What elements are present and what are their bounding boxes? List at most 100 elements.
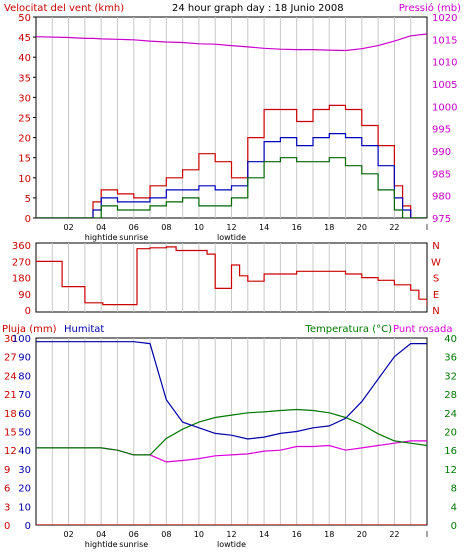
compass-label: E xyxy=(433,290,439,301)
temperature-tick-label: 16 xyxy=(444,446,457,457)
hour-tick-label: 10 xyxy=(194,223,204,232)
pressure-tick-label: 1020 xyxy=(432,13,457,24)
rain-tick-label: 0 xyxy=(4,521,10,532)
hour-tick-label: 22 xyxy=(389,223,399,232)
rain-axis-title: Pluja (mm) xyxy=(2,324,57,335)
humidity-tick-label: 20 xyxy=(18,484,31,495)
rain-tick-label: 24 xyxy=(4,371,17,382)
pressure-tick-label: 1010 xyxy=(432,58,457,69)
hour-tick-label: 10 xyxy=(194,530,204,539)
pressure-tick-label: 975 xyxy=(432,214,451,225)
hour-tick-label: 14 xyxy=(259,530,269,539)
humidity-tick-label: 100 xyxy=(12,334,31,345)
pressure-tick-label: 1015 xyxy=(432,35,457,46)
direction-tick-label: 0 xyxy=(25,306,31,317)
tide-sun-note-label: sunrise xyxy=(119,233,148,242)
hour-tick-label: 02 xyxy=(63,530,73,539)
rain-tick-label: 6 xyxy=(4,484,10,495)
hour-tick-label: 02 xyxy=(63,223,73,232)
rain-tick-label: 27 xyxy=(4,353,17,364)
temperature-series-line xyxy=(36,408,427,456)
temperature-tick-label: 8 xyxy=(451,484,457,495)
pressure-series-line xyxy=(36,33,427,52)
wind-speed-tick-label: 35 xyxy=(18,73,31,84)
wind-speed-tick-label: 30 xyxy=(18,93,31,104)
wind-speed-tick-label: 0 xyxy=(25,214,31,225)
temperature-tick-label: 28 xyxy=(444,390,457,401)
rain-tick-label: 21 xyxy=(4,390,17,401)
temperature-tick-label: 24 xyxy=(444,409,457,420)
direction-tick-label: 270 xyxy=(12,257,31,268)
hour-tick-end-mark: l xyxy=(426,530,428,539)
hour-tick-label: 20 xyxy=(357,223,367,232)
pressure-tick-label: 980 xyxy=(432,192,451,203)
compass-label: N xyxy=(432,306,439,317)
direction-tick-label: 180 xyxy=(12,274,31,285)
wind-average-series-line xyxy=(36,133,427,218)
rain-tick-label: 30 xyxy=(4,334,17,345)
hour-tick-label: 12 xyxy=(226,530,236,539)
hour-tick-label: 08 xyxy=(161,530,171,539)
pressure-tick-label: 985 xyxy=(432,169,451,180)
temperature-tick-label: 12 xyxy=(444,465,457,476)
humidity-tick-label: 10 xyxy=(18,502,31,513)
wind-speed-tick-label: 25 xyxy=(18,114,31,125)
tide-sun-note-label: lowtide xyxy=(217,540,246,549)
humidity-series-line xyxy=(36,341,427,440)
hour-tick-label: 08 xyxy=(161,223,171,232)
temperature-tick-label: 0 xyxy=(451,521,457,532)
pressure-tick-label: 995 xyxy=(432,125,451,136)
pressure-axis-title: Pressió (mb) xyxy=(399,2,461,14)
chart-title: 24 hour graph day : 18 Junio 2008 xyxy=(172,3,344,14)
wind-speed-axis-title: Velocitat del vent (kmh) xyxy=(4,3,124,14)
compass-label: N xyxy=(432,241,439,252)
tide-sun-note-label: sunrise xyxy=(119,540,148,549)
temperature-tick-label: 36 xyxy=(444,353,457,364)
compass-label: S xyxy=(433,274,439,285)
humidity-tick-label: 40 xyxy=(18,446,31,457)
hour-tick-label: 04 xyxy=(96,223,106,232)
wind-speed-tick-label: 40 xyxy=(18,53,31,64)
hour-tick-label: 20 xyxy=(357,530,367,539)
pressure-tick-label: 1005 xyxy=(432,80,457,91)
humidity-tick-label: 90 xyxy=(18,353,31,364)
rain-tick-label: 12 xyxy=(4,446,17,457)
rain-tick-label: 18 xyxy=(4,409,17,420)
wind-speed-tick-label: 45 xyxy=(18,33,31,44)
hour-tick-label: 18 xyxy=(324,223,334,232)
tide-sun-note-label: lowtide xyxy=(217,233,246,242)
rain-tick-label: 3 xyxy=(4,502,10,513)
humidity-tick-label: 60 xyxy=(18,409,31,420)
hour-tick-label: 04 xyxy=(96,530,106,539)
compass-label: W xyxy=(431,257,441,268)
pressure-tick-label: 1000 xyxy=(432,102,457,113)
humidity-tick-label: 70 xyxy=(18,390,31,401)
dewpoint-axis-title: Punt rosada xyxy=(393,324,452,335)
hour-tick-label: 14 xyxy=(259,223,269,232)
wind-speed-tick-label: 20 xyxy=(18,134,31,145)
rain-tick-label: 9 xyxy=(4,465,10,476)
tide-sun-note-label: hightide xyxy=(85,540,118,549)
humidity-tick-label: 80 xyxy=(18,371,31,382)
tide-sun-note-label: hightide xyxy=(85,233,118,242)
temperature-tick-label: 32 xyxy=(444,371,457,382)
wind-min-series-line xyxy=(36,157,427,218)
wind-speed-tick-label: 50 xyxy=(18,13,31,24)
wind-speed-tick-label: 15 xyxy=(18,154,31,165)
direction-tick-label: 360 xyxy=(12,241,31,252)
wind-speed-tick-label: 5 xyxy=(25,194,31,205)
temperature-tick-label: 4 xyxy=(451,502,457,513)
humidity-axis-title: Humitat xyxy=(64,324,104,335)
direction-tick-label: 90 xyxy=(18,290,31,301)
hour-tick-label: 16 xyxy=(292,530,302,539)
humidity-tick-label: 0 xyxy=(25,521,31,532)
pressure-tick-label: 990 xyxy=(432,147,451,158)
hour-tick-end-mark: l xyxy=(426,223,428,232)
temperature-tick-label: 40 xyxy=(444,334,457,345)
temperature-tick-label: 20 xyxy=(444,428,457,439)
humidity-tick-label: 50 xyxy=(18,428,31,439)
hour-tick-label: 06 xyxy=(129,530,139,539)
hour-tick-label: 22 xyxy=(389,530,399,539)
